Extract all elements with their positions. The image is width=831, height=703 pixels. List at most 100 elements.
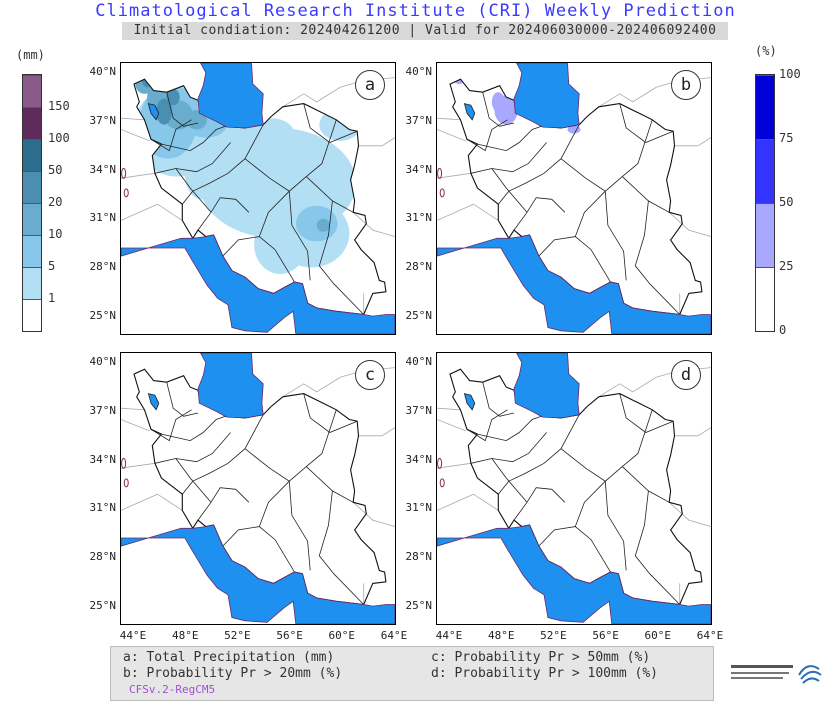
lake-marker: [121, 457, 127, 469]
right-colorbar: [755, 74, 775, 332]
legend-box: a: Total Precipitation (mm) b: Probabili…: [110, 646, 714, 701]
panel-label-b: b: [671, 70, 701, 100]
province-border: [622, 176, 670, 213]
map-canvas: [121, 63, 395, 334]
country-border: [358, 137, 395, 147]
caspian-sea: [197, 63, 264, 129]
province-border: [634, 490, 680, 605]
map-subtitle: Initial condiation: 202404261200 | Valid…: [122, 22, 728, 40]
lcb-swatch: [23, 235, 41, 267]
legend-b: b: Probability Pr > 20mm (%): [123, 666, 343, 681]
lake-urmia: [463, 103, 476, 121]
field-contour: [316, 218, 330, 232]
country-border: [121, 419, 150, 432]
rcb-swatch: [756, 267, 774, 331]
lon-tick-label: 52°E: [224, 629, 251, 642]
province-border: [175, 168, 212, 213]
lat-tick-label: 37°N: [405, 404, 433, 418]
country-border: [437, 462, 471, 469]
lcb-tick-label: 150: [48, 99, 70, 113]
field-contour: [247, 118, 295, 151]
country-border: [437, 129, 466, 142]
country-border: [121, 462, 155, 469]
province-border: [288, 481, 311, 571]
rcb-tick-label: 25: [779, 259, 794, 273]
lcb-swatch: [23, 203, 41, 235]
province-border: [604, 481, 627, 571]
lake-marker: [439, 478, 445, 488]
legend-a: a: Total Precipitation (mm): [123, 650, 335, 665]
rcb-swatch: [756, 203, 774, 267]
right-colorbar-unit: (%): [755, 44, 777, 58]
lat-tick-label: 40°N: [89, 65, 117, 79]
province-border: [303, 103, 358, 143]
lon-tick-label: 44°E: [435, 629, 463, 642]
province-border: [470, 432, 547, 464]
field-contour: [295, 205, 338, 242]
province-border: [197, 197, 250, 231]
institute-logo: [729, 655, 825, 695]
field-contour: [156, 98, 172, 125]
province-border: [560, 409, 653, 482]
province-border: [244, 119, 337, 192]
lat-tick-label: 25°N: [405, 308, 433, 322]
rcb-tick-label: 0: [779, 323, 787, 337]
country-border: [674, 137, 711, 147]
lat-tick-label: 40°N: [405, 65, 433, 79]
caspian-sea: [513, 353, 580, 419]
lat-tick-label: 31°N: [405, 501, 433, 515]
province-border: [318, 490, 364, 605]
province-border: [303, 393, 358, 433]
province-border: [574, 190, 606, 237]
province-border: [619, 393, 674, 433]
province-border: [560, 119, 653, 192]
rcb-swatch: [756, 75, 774, 139]
province-border: [491, 458, 528, 503]
province-border: [513, 197, 566, 231]
province-border: [166, 92, 199, 127]
panel-label-c: c: [355, 360, 385, 390]
country-border: [121, 203, 183, 221]
country-border: [121, 117, 145, 121]
map-panel-c: c: [120, 352, 396, 625]
province-border: [574, 480, 606, 527]
lat-tick-label: 28°N: [405, 260, 433, 274]
province-border: [604, 191, 627, 281]
province-border: [166, 382, 199, 417]
province-border: [470, 142, 547, 174]
country-border: [437, 493, 499, 511]
lat-tick-label: 31°N: [89, 211, 117, 225]
country-border: [121, 129, 150, 142]
lat-tick-label: 31°N: [89, 501, 117, 515]
province-border: [197, 487, 250, 521]
country-border: [437, 117, 461, 121]
country-border: [437, 172, 471, 179]
left-colorbar: [22, 74, 42, 332]
lake-urmia: [147, 103, 160, 121]
country-border: [121, 493, 183, 511]
province-border: [181, 414, 264, 495]
panel-label-a: a: [355, 70, 385, 100]
lat-tick-label: 25°N: [405, 598, 433, 612]
lat-tick-label: 37°N: [89, 114, 117, 128]
province-border: [154, 432, 231, 464]
lon-tick-label: 56°E: [276, 629, 303, 642]
lat-tick-label: 31°N: [405, 211, 433, 225]
country-border: [674, 427, 711, 437]
lat-tick-label: 40°N: [89, 355, 117, 369]
country-border: [352, 502, 395, 527]
province-border: [161, 415, 226, 442]
province-border: [477, 415, 542, 442]
province-border: [258, 480, 290, 527]
lake-marker: [437, 457, 443, 469]
lat-tick-label: 37°N: [405, 114, 433, 128]
panel-label-d: d: [671, 360, 701, 390]
left-colorbar-unit: (mm): [16, 48, 45, 62]
country-border: [121, 407, 145, 411]
province-border: [154, 142, 231, 174]
field-contour: [184, 150, 219, 200]
persian-gulf: [437, 234, 711, 334]
lat-tick-label: 25°N: [89, 598, 117, 612]
province-border: [634, 200, 680, 315]
lat-tick-label: 34°N: [89, 452, 117, 466]
